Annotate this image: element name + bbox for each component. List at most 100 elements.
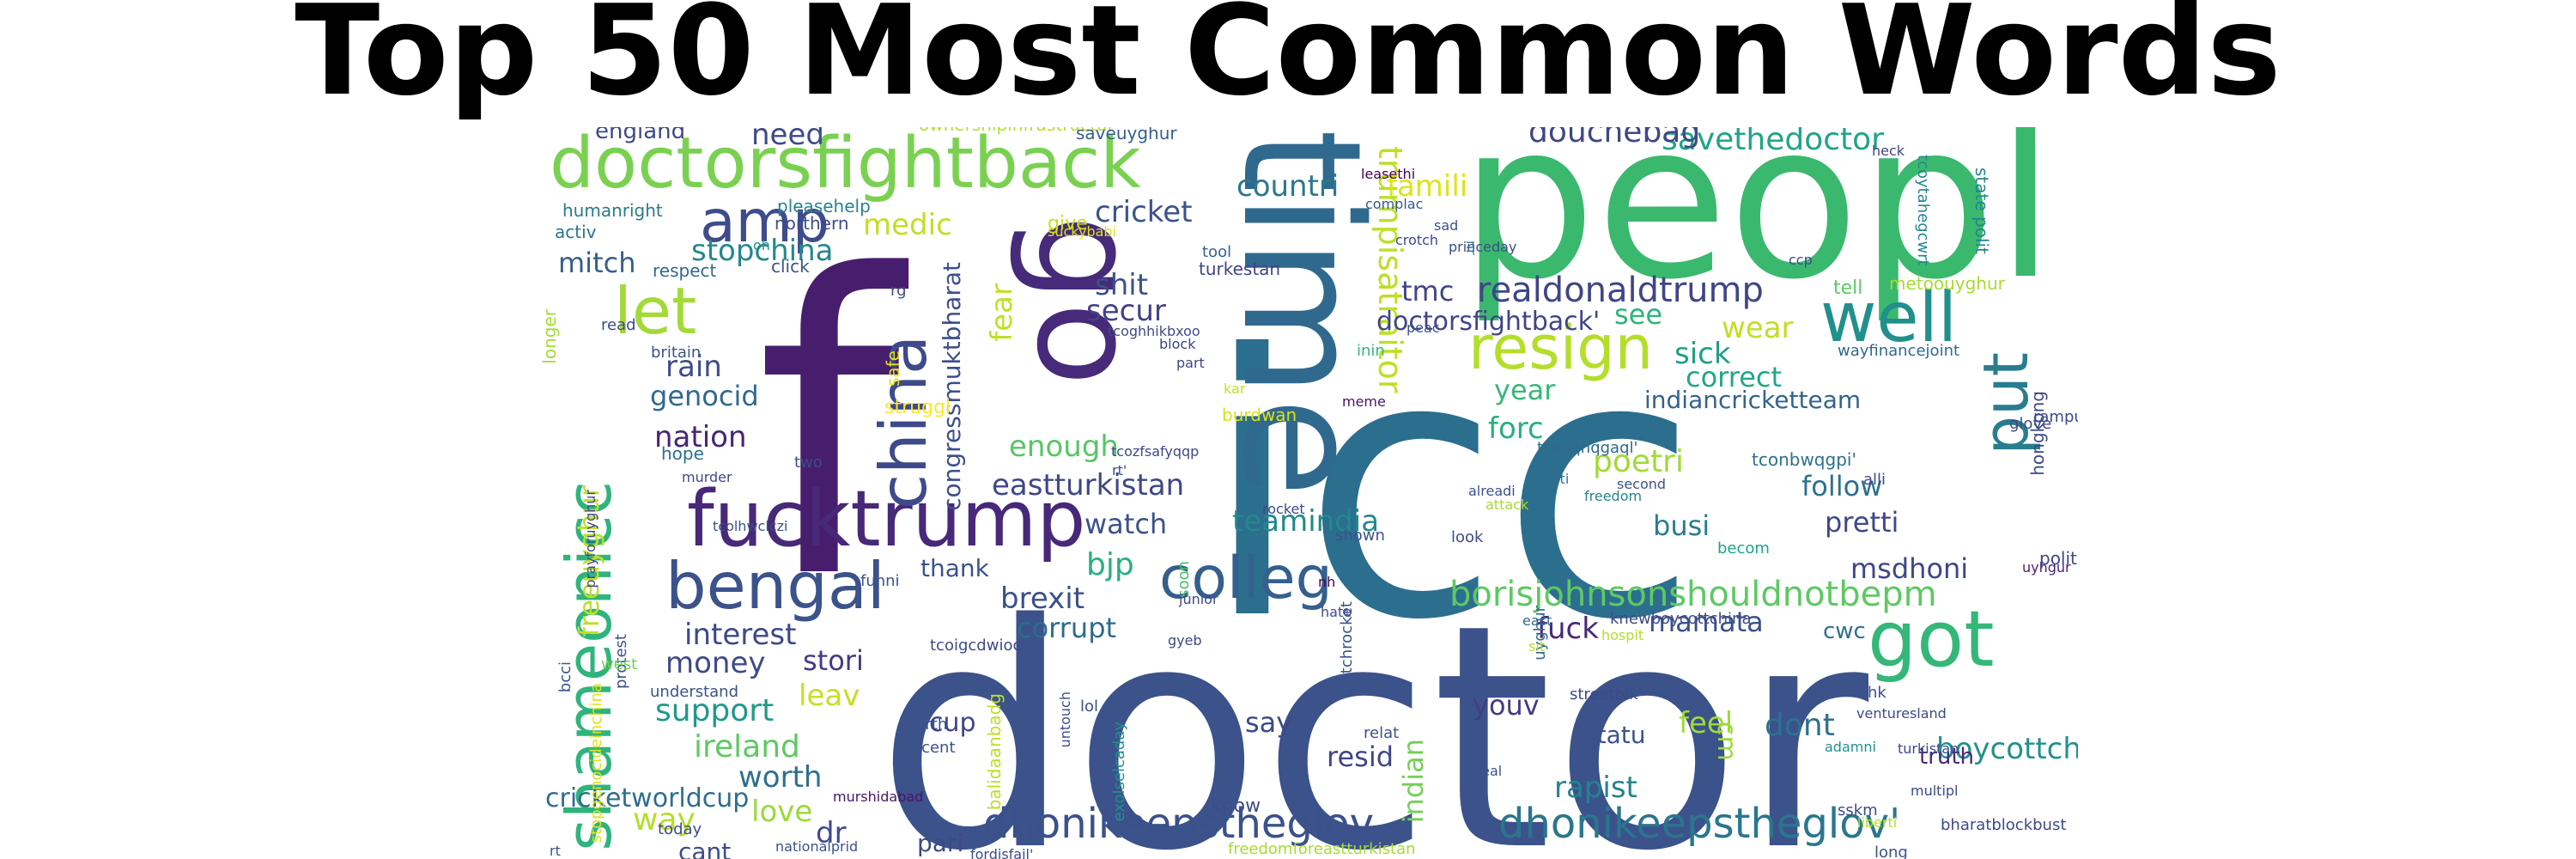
- word: sick: [1674, 337, 1731, 371]
- word: feel: [1679, 706, 1734, 740]
- word: shown: [1335, 527, 1385, 545]
- word: genocid: [650, 380, 759, 412]
- word: struggl: [884, 397, 951, 418]
- word: nation: [654, 420, 747, 454]
- word: correct: [1686, 361, 1783, 393]
- word: west: [601, 655, 638, 673]
- word: dhonikeepstheglov: [983, 800, 1374, 848]
- word: adamni: [1825, 739, 1876, 755]
- word: savethedoctor: [1662, 127, 1884, 157]
- word: multipl: [1911, 783, 1959, 799]
- word: tcoigcdwioc': [930, 637, 1026, 655]
- word: statu: [1584, 721, 1646, 749]
- word: block: [1159, 336, 1196, 352]
- word: rt: [550, 843, 561, 859]
- word: cm: [1711, 722, 1741, 761]
- word: rampurhat: [2033, 408, 2078, 426]
- word: east: [1522, 612, 1552, 629]
- word: see: [1614, 298, 1663, 331]
- word: eastturkistan: [992, 468, 1185, 503]
- word: congressmuktbharat: [938, 262, 966, 511]
- word: borisjohnsonshouldnotbepm: [1449, 575, 1937, 614]
- word: lol: [1080, 698, 1099, 716]
- word: burdwan: [1222, 405, 1297, 425]
- word: rg: [890, 282, 907, 300]
- word: freedomforeastturkistan: [1228, 840, 1416, 858]
- word: mitch: [558, 247, 636, 279]
- word: saveuyghur: [1076, 127, 1177, 143]
- word: corrupt: [1017, 612, 1117, 644]
- word: cwc: [1823, 618, 1866, 644]
- word: ireland: [694, 729, 800, 765]
- word: gyeb: [1168, 632, 1202, 649]
- word: bharatblockbust: [1941, 816, 2067, 834]
- word: turkestan: [1199, 259, 1281, 279]
- word: give: [1048, 213, 1088, 235]
- word: rocket: [1262, 501, 1305, 517]
- word: msdhoni: [1850, 552, 1969, 585]
- word: northern: [775, 213, 849, 234]
- word: knewboycottchina: [1610, 610, 1752, 628]
- word: doctor: [876, 558, 1869, 859]
- word: hope: [661, 443, 704, 464]
- word: secur: [1086, 294, 1166, 328]
- word: icc: [1202, 279, 1699, 699]
- word: liberti: [1857, 814, 1898, 831]
- word: untouch: [1057, 691, 1073, 748]
- word: part: [1176, 355, 1205, 371]
- word: stopchina: [691, 234, 834, 268]
- word: activ: [555, 222, 597, 242]
- word: tconqnqgaql': [1537, 439, 1638, 457]
- word: nh: [1318, 574, 1336, 590]
- word: realdonaldtrump: [1477, 271, 1764, 310]
- word: heck: [1872, 143, 1905, 159]
- word: england: [595, 127, 686, 144]
- word: pari: [917, 829, 964, 857]
- word: rt': [1112, 462, 1127, 478]
- word: tcozfsafyqqp: [1111, 443, 1200, 460]
- word: tcolhwclczi: [713, 518, 788, 534]
- word: dhonikeepstheglov': [1498, 800, 1901, 848]
- word: follow: [1801, 470, 1883, 503]
- word: countri: [1236, 169, 1340, 204]
- word: shit: [1095, 268, 1149, 302]
- word: china: [866, 335, 941, 510]
- word: doctorsfightback: [550, 127, 1141, 204]
- word: recent: [906, 739, 956, 757]
- word: forc: [1488, 411, 1544, 446]
- word: streetbik': [1570, 685, 1643, 704]
- word: cricket: [1095, 195, 1193, 229]
- word: cant: [678, 838, 732, 859]
- word: bcci: [556, 661, 574, 693]
- word: understand: [650, 683, 739, 701]
- word: poetri: [1593, 444, 1684, 479]
- word: longer: [539, 309, 560, 364]
- word: boycottchina: [1936, 732, 2078, 766]
- word: tmc: [1401, 275, 1455, 308]
- word: inin: [1357, 342, 1385, 360]
- word: need: [751, 127, 824, 152]
- word: deal: [1473, 763, 1503, 779]
- word: north: [906, 716, 948, 734]
- word: worth: [738, 760, 823, 795]
- word: long: [1874, 844, 1908, 859]
- word: stopgenocideinchina: [587, 683, 605, 844]
- word: fucktrump: [687, 474, 1086, 564]
- word: rain: [665, 350, 722, 384]
- word: doctorsfightback': [1376, 307, 1601, 337]
- word: cricketworldcup: [545, 783, 750, 813]
- word: click: [771, 256, 810, 277]
- word-cloud: doctor icc peopl f time go doctorsfightb…: [537, 127, 2078, 859]
- word: tell: [1833, 277, 1863, 299]
- word: fuck: [1537, 612, 1599, 646]
- word: exolselcaday: [1110, 722, 1128, 822]
- word: got: [1868, 594, 1995, 685]
- word: stori: [803, 644, 864, 677]
- word: look: [1451, 528, 1484, 546]
- word: fear: [985, 283, 1019, 342]
- word: funni: [860, 572, 900, 590]
- word: peopl: [1460, 127, 2056, 326]
- word: politicalreligiousraci: [2039, 548, 2078, 569]
- word: support: [655, 693, 775, 728]
- word: relat: [1364, 724, 1400, 742]
